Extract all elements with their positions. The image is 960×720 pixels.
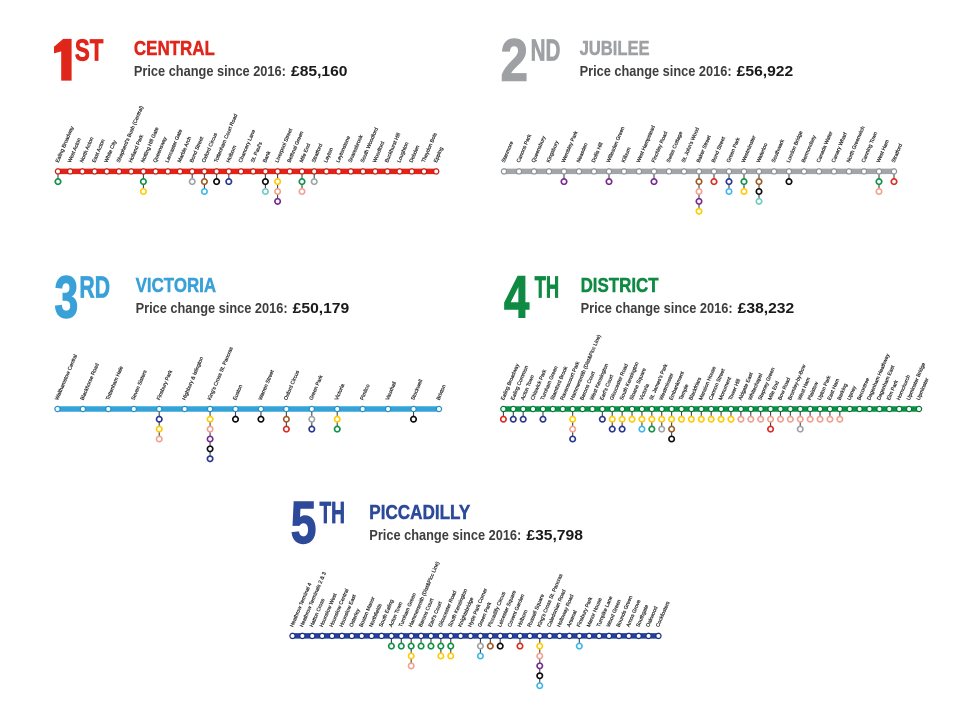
svg-text:5: 5 bbox=[291, 491, 317, 557]
svg-text:DISTRICT: DISTRICT bbox=[581, 274, 659, 297]
svg-text:PICCADILLY: PICCADILLY bbox=[369, 501, 470, 524]
svg-text:£35,798: £35,798 bbox=[526, 527, 583, 544]
svg-text:ND: ND bbox=[531, 33, 561, 67]
svg-text:£56,922: £56,922 bbox=[737, 63, 794, 80]
svg-text:Price change since 2016:: Price change since 2016: bbox=[580, 63, 732, 80]
svg-text:Price change since 2016:: Price change since 2016: bbox=[134, 63, 286, 80]
svg-text:Upney: Upney bbox=[847, 385, 859, 402]
svg-text:TH: TH bbox=[535, 270, 560, 304]
svg-text:£50,179: £50,179 bbox=[293, 300, 350, 317]
svg-text:Bank: Bank bbox=[262, 150, 272, 164]
svg-text:CENTRAL: CENTRAL bbox=[134, 37, 215, 60]
svg-text:3: 3 bbox=[54, 264, 78, 330]
svg-text:JUBILEE: JUBILEE bbox=[580, 37, 650, 60]
svg-text:£85,160: £85,160 bbox=[291, 63, 348, 80]
svg-text:Price change since 2016:: Price change since 2016: bbox=[136, 300, 288, 317]
svg-text:TH: TH bbox=[320, 496, 346, 530]
svg-text:£38,232: £38,232 bbox=[738, 300, 795, 317]
svg-text:2: 2 bbox=[501, 27, 528, 93]
svg-text:4: 4 bbox=[504, 265, 529, 331]
svg-text:VICTORIA: VICTORIA bbox=[136, 274, 217, 297]
svg-text:Price change since 2016:: Price change since 2016: bbox=[369, 527, 521, 544]
svg-text:RD: RD bbox=[79, 270, 110, 304]
svg-text:ST: ST bbox=[75, 33, 104, 67]
svg-text:Leyton: Leyton bbox=[323, 147, 335, 164]
svg-text:Price change since 2016:: Price change since 2016: bbox=[581, 300, 733, 317]
